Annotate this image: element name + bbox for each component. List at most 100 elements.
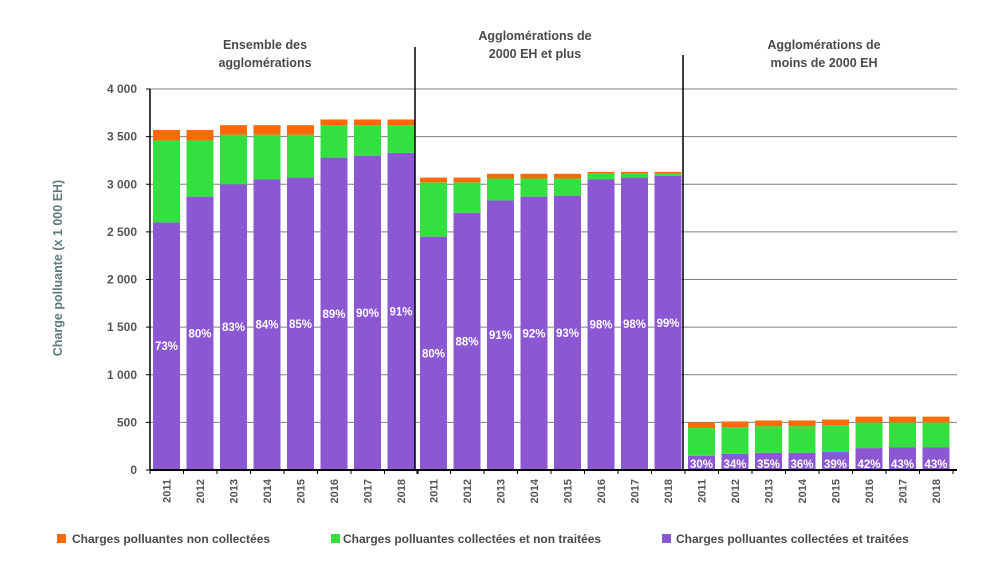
- bar-panel2-2016-non-collectees: [587, 171, 615, 174]
- panel-title-panel3-line2: moins de 2000 EH: [771, 56, 878, 70]
- bar-panel3-2012-non-collectees: [721, 421, 749, 428]
- y-tick-label: 1 500: [107, 320, 137, 334]
- y-tick-label: 0: [130, 463, 137, 477]
- bar-panel1-2011-traitees: [153, 222, 180, 470]
- bar-panel3-2011-non-traitees: [688, 428, 715, 456]
- percent-label-panel3-2016: 42%: [857, 459, 880, 471]
- bar-panel3-2018-non-traitees: [922, 422, 950, 448]
- bar-panel2-2013-non-traitees: [487, 178, 514, 201]
- bar-panel1-2014-non-traitees: [253, 134, 281, 180]
- percent-label-panel2-2011: 80%: [422, 348, 445, 360]
- percent-label-panel3-2014: 36%: [790, 459, 813, 471]
- bar-panel2-2014-traitees: [520, 196, 548, 470]
- bar-panel3-2011-traitees: [688, 455, 715, 470]
- x-tick-label-panel2-2014: 2014: [529, 478, 541, 503]
- bar-panel1-2011-non-traitees: [153, 140, 180, 223]
- x-tick-labels: 2011 2012 2013 2014 2015 2016 2017 2018 2011 2012…: [162, 478, 944, 503]
- bar-panel1-2015-traitees: [287, 177, 314, 470]
- x-tick-label-panel2-2011: 2011: [429, 479, 441, 503]
- x-tick-label-panel3-2017: 2017: [898, 479, 910, 503]
- x-tick-label-panel1-2013: 2013: [229, 479, 241, 503]
- bar-panel2-2018-traitees: [654, 175, 682, 471]
- legend-label-collectees-traitees: Charges polluantes collectées et traitée…: [676, 532, 909, 546]
- y-axis-title: Charge polluante (x 1 000 EH): [51, 180, 65, 356]
- x-tick-label-panel3-2014: 2014: [797, 478, 809, 503]
- bar-panel1-2014-non-collectees: [253, 125, 281, 135]
- bar-panel1-2011-non-collectees: [153, 129, 180, 141]
- x-tick-label-panel3-2018: 2018: [931, 479, 943, 503]
- x-tick-label-panel2-2015: 2015: [563, 479, 575, 503]
- bar-panel1-2014-traitees: [253, 179, 281, 471]
- bar-panel3-2015-non-traitees: [822, 425, 849, 452]
- percent-label-panel2-2018: 99%: [656, 318, 679, 330]
- bar-panel1-2017-non-collectees: [354, 119, 381, 126]
- bar-panel1-2015-non-collectees: [287, 125, 314, 135]
- x-tick-label-panel1-2015: 2015: [296, 479, 308, 503]
- panel-title-panel2-line2: 2000 EH et plus: [489, 47, 581, 61]
- bar-panel1-2012-non-traitees: [186, 140, 214, 197]
- legend-swatch-collectees-non-traitees: [331, 534, 340, 543]
- bar-panel2-2017-traitees: [621, 177, 648, 470]
- x-tick-label-panel2-2016: 2016: [596, 479, 608, 503]
- percent-label-panel2-2013: 91%: [489, 330, 512, 342]
- y-tick-label: 1 000: [107, 368, 137, 382]
- panel-title-panel2-line1: Agglomérations de: [478, 29, 591, 43]
- bar-panel1-2016-non-collectees: [320, 119, 348, 126]
- x-tick-label-panel3-2011: 2011: [697, 479, 709, 503]
- bar-panel2-2017-non-traitees: [621, 173, 648, 178]
- gridlines: [150, 88, 957, 423]
- x-tick-label-panel1-2014: 2014: [262, 478, 274, 503]
- bar-panel3-2012-non-traitees: [721, 427, 749, 454]
- bar-panel3-2016-traitees: [855, 448, 883, 470]
- bar-panel2-2014-non-collectees: [520, 173, 548, 179]
- percent-label-panel2-2017: 98%: [623, 319, 646, 331]
- percent-label-panel2-2014: 92%: [522, 328, 545, 340]
- x-tick-label-panel1-2011: 2011: [162, 479, 174, 503]
- x-tick-label-panel1-2018: 2018: [396, 479, 408, 503]
- bar-panel2-2016-non-traitees: [587, 173, 615, 180]
- percent-label-panel1-2018: 91%: [389, 306, 412, 318]
- bar-panel1-2012-traitees: [186, 196, 214, 470]
- bar-panel2-2012-non-traitees: [453, 182, 481, 213]
- percent-label-panel3-2011: 30%: [690, 459, 713, 471]
- x-tick-label-panel1-2017: 2017: [363, 479, 375, 503]
- bar-panel2-2018-non-collectees: [654, 171, 682, 174]
- legend: Charges polluantes non collectées Charge…: [57, 532, 909, 546]
- bar-panel2-2012-traitees: [453, 212, 481, 470]
- bar-panel1-2018-non-collectees: [387, 119, 415, 126]
- bar-panel1-2017-non-traitees: [354, 125, 381, 156]
- bar-panel3-2014-non-traitees: [788, 426, 816, 453]
- legend-label-non-collectees: Charges polluantes non collectées: [72, 532, 270, 546]
- x-tick-label-panel2-2017: 2017: [630, 479, 642, 503]
- y-tick-label: 3 500: [107, 130, 137, 144]
- bar-panel2-2017-non-collectees: [621, 171, 648, 174]
- x-tick-label-panel1-2012: 2012: [195, 479, 207, 503]
- bar-panel1-2018-traitees: [387, 152, 415, 470]
- bar-panel1-2012-non-collectees: [186, 129, 214, 141]
- bar-panel2-2013-traitees: [487, 200, 514, 470]
- y-tick-labels: 0 500 1 000 1 500 2 000 2 500 3 000 3 500 4 000: [107, 82, 137, 477]
- percent-label-panel3-2012: 34%: [723, 459, 746, 471]
- percent-label-panel1-2016: 89%: [322, 309, 345, 321]
- bar-panel3-2015-non-collectees: [822, 419, 849, 426]
- bar-panel3-2018-traitees: [922, 447, 950, 470]
- bar-panel2-2013-non-collectees: [487, 173, 514, 179]
- bars: [153, 119, 950, 471]
- bar-panel3-2016-non-collectees: [855, 416, 883, 423]
- bar-panel2-2011-traitees: [420, 236, 447, 470]
- bar-panel1-2016-traitees: [320, 157, 348, 470]
- panel-title-panel1-line2: agglomérations: [218, 56, 311, 70]
- x-tick-label-panel2-2013: 2013: [496, 479, 508, 503]
- x-tick-label-panel3-2015: 2015: [831, 479, 843, 503]
- bar-panel3-2015-traitees: [822, 451, 849, 470]
- bar-panel3-2013-non-collectees: [755, 420, 782, 427]
- axes: [146, 88, 957, 474]
- bar-panel3-2017-non-collectees: [889, 416, 916, 423]
- bar-panel1-2018-non-traitees: [387, 125, 415, 153]
- legend-swatch-collectees-traitees: [662, 534, 671, 543]
- x-tick-label-panel3-2013: 2013: [764, 479, 776, 503]
- bar-panel3-2011-non-collectees: [688, 422, 715, 429]
- percent-label-panel3-2015: 39%: [824, 459, 847, 471]
